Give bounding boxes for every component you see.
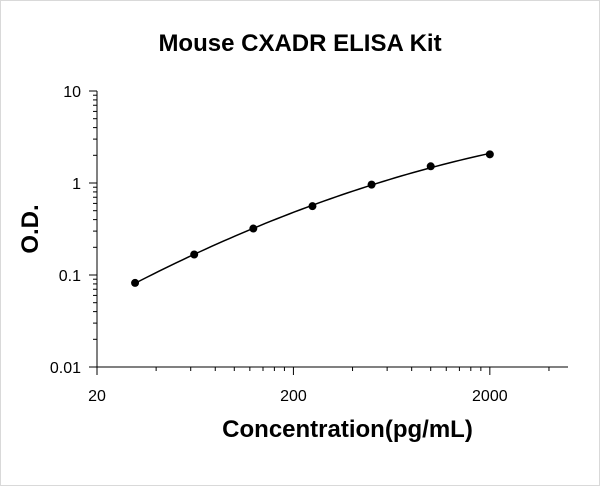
data-point xyxy=(190,250,199,259)
x-tick-label: 200 xyxy=(280,388,307,405)
chart-title: Mouse CXADR ELISA Kit xyxy=(158,30,442,57)
chart-tick-labels: 10 1 0.1 0.01 20 200 2000 xyxy=(50,84,508,405)
data-point xyxy=(485,150,494,159)
data-point xyxy=(367,180,376,189)
chart-ticks xyxy=(89,90,550,375)
standard-curve-line xyxy=(134,152,491,284)
data-point xyxy=(426,162,435,171)
x-axis-title: Concentration(pg/mL) xyxy=(222,416,473,443)
chart-curve-group xyxy=(134,152,491,284)
data-point xyxy=(249,224,258,233)
y-tick-label: 0.1 xyxy=(59,268,81,285)
y-tick-label: 0.01 xyxy=(50,360,81,377)
data-point xyxy=(308,202,317,211)
chart-axes xyxy=(96,91,568,368)
data-point xyxy=(131,278,140,287)
x-tick-label: 2000 xyxy=(472,388,508,405)
chart-points xyxy=(131,150,494,287)
y-axis-title: O.D. xyxy=(17,204,44,253)
y-tick-label: 10 xyxy=(63,84,81,101)
y-tick-label: 1 xyxy=(72,176,81,193)
x-tick-label: 20 xyxy=(88,388,106,405)
